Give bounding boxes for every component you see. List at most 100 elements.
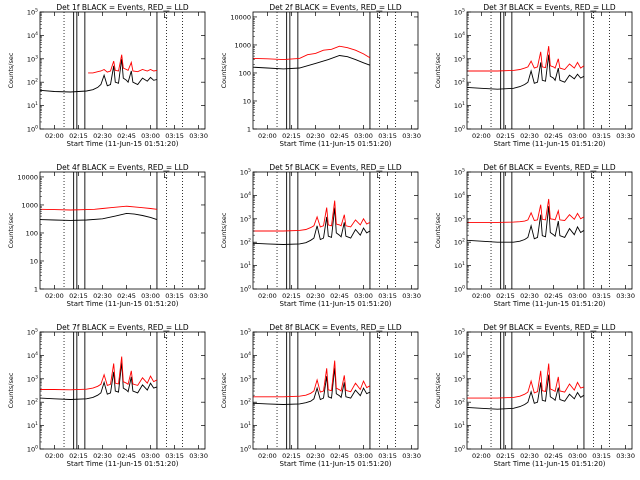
x-tick-label: 03:15 <box>378 132 397 140</box>
y-tick-label: 105 <box>454 8 465 17</box>
y-tick-label: 101 <box>454 101 465 110</box>
y-tick-label: 1 <box>34 286 38 294</box>
y-axis-label: Counts/sec <box>220 52 228 88</box>
y-tick-label: 105 <box>454 328 465 337</box>
x-tick-label: 03:15 <box>378 452 397 460</box>
plot-frame <box>39 331 206 450</box>
y-tick-label: 100 <box>239 69 251 77</box>
legend-letter: L <box>590 12 594 20</box>
series-line-events <box>466 374 585 410</box>
series-line-lld <box>39 205 157 211</box>
x-tick-label: 03:30 <box>616 452 635 460</box>
x-tick-label: 03:15 <box>378 292 397 300</box>
x-tick-label: 03:00 <box>141 292 160 300</box>
legend-letter: L <box>376 12 380 20</box>
series-line-events <box>466 54 585 90</box>
y-tick-label: 102 <box>454 78 465 87</box>
y-tick-label: 103 <box>454 374 465 383</box>
x-tick-label: 03:15 <box>165 292 184 300</box>
y-tick-label: 100 <box>26 229 38 237</box>
plot-frame <box>39 11 206 130</box>
y-tick-label: 100 <box>27 445 38 454</box>
series-line-lld <box>467 363 585 399</box>
y-tick-label: 10000 <box>230 13 251 21</box>
x-tick-label: 02:00 <box>45 292 64 300</box>
x-tick-label: 02:45 <box>330 452 349 460</box>
x-tick-label: 02:00 <box>258 292 277 300</box>
x-tick-label: 02:15 <box>69 132 88 140</box>
series-line-events <box>252 55 371 70</box>
legend-letter: L <box>590 172 594 180</box>
x-tick-label: 02:45 <box>330 132 349 140</box>
y-tick-label: 105 <box>27 8 38 17</box>
chart-title: Det 9f BLACK = Events, RED = LLD <box>483 323 616 332</box>
x-axis-label: Start Time (11-Jun-15 01:51:20) <box>494 460 606 468</box>
series-line-events <box>252 367 371 405</box>
y-tick-label: 102 <box>240 238 251 247</box>
series-line-lld <box>253 200 371 232</box>
x-tick-label: 03:00 <box>568 132 587 140</box>
y-tick-label: 104 <box>454 31 465 40</box>
x-tick-label: 02:45 <box>544 132 563 140</box>
y-tick-label: 103 <box>454 54 465 63</box>
y-axis-label: Counts/sec <box>7 372 15 408</box>
x-tick-label: 02:30 <box>520 292 539 300</box>
series-line-lld <box>40 356 158 391</box>
x-axis-label: Start Time (11-Jun-15 01:51:20) <box>67 300 179 308</box>
y-tick-label: 100 <box>240 445 251 454</box>
legend-letter: L <box>163 12 167 20</box>
series-line-events <box>466 206 585 243</box>
legend-letter: L <box>376 172 380 180</box>
y-tick-label: 105 <box>27 328 38 337</box>
series-line-events <box>39 212 158 221</box>
x-tick-label: 02:15 <box>496 452 515 460</box>
x-axis-label: Start Time (11-Jun-15 01:51:20) <box>67 460 179 468</box>
series-line-events <box>39 58 158 93</box>
x-tick-label: 02:45 <box>117 292 136 300</box>
x-tick-label: 02:30 <box>520 452 539 460</box>
y-axis-label: Counts/sec <box>220 212 228 248</box>
y-tick-label: 102 <box>454 238 465 247</box>
x-tick-label: 02:00 <box>472 452 491 460</box>
y-tick-label: 101 <box>27 421 38 430</box>
y-tick-label: 100 <box>454 285 465 294</box>
y-tick-label: 10 <box>243 97 251 105</box>
y-tick-label: 101 <box>454 421 465 430</box>
x-tick-label: 03:30 <box>189 132 208 140</box>
x-tick-label: 02:45 <box>330 292 349 300</box>
x-tick-label: 02:00 <box>45 452 64 460</box>
x-axis-label: Start Time (11-Jun-15 01:51:20) <box>494 140 606 148</box>
x-axis-label: Start Time (11-Jun-15 01:51:20) <box>67 140 179 148</box>
x-tick-label: 02:15 <box>282 132 301 140</box>
chart-title: Det 3f BLACK = Events, RED = LLD <box>483 3 616 12</box>
series-line-events <box>39 362 158 400</box>
y-axis-label: Counts/sec <box>220 372 228 408</box>
x-tick-label: 02:15 <box>496 292 515 300</box>
x-tick-label: 02:00 <box>472 292 491 300</box>
y-tick-label: 104 <box>27 351 38 360</box>
y-tick-label: 102 <box>240 398 251 407</box>
plot-frame <box>466 331 633 450</box>
y-tick-label: 100 <box>454 125 465 134</box>
x-tick-label: 02:30 <box>306 452 325 460</box>
series-line-lld <box>88 54 157 74</box>
chart-title: Det 1f BLACK = Events, RED = LLD <box>56 3 189 12</box>
y-tick-label: 101 <box>240 261 251 270</box>
y-tick-label: 1 <box>247 126 251 134</box>
y-tick-label: 104 <box>27 31 38 40</box>
x-axis-label: Start Time (11-Jun-15 01:51:20) <box>494 300 606 308</box>
y-tick-label: 100 <box>454 445 465 454</box>
y-axis-label: Counts/sec <box>434 52 442 88</box>
x-tick-label: 03:15 <box>165 452 184 460</box>
y-tick-label: 104 <box>240 351 251 360</box>
x-tick-label: 03:30 <box>616 292 635 300</box>
x-axis-label: Start Time (11-Jun-15 01:51:20) <box>280 300 392 308</box>
